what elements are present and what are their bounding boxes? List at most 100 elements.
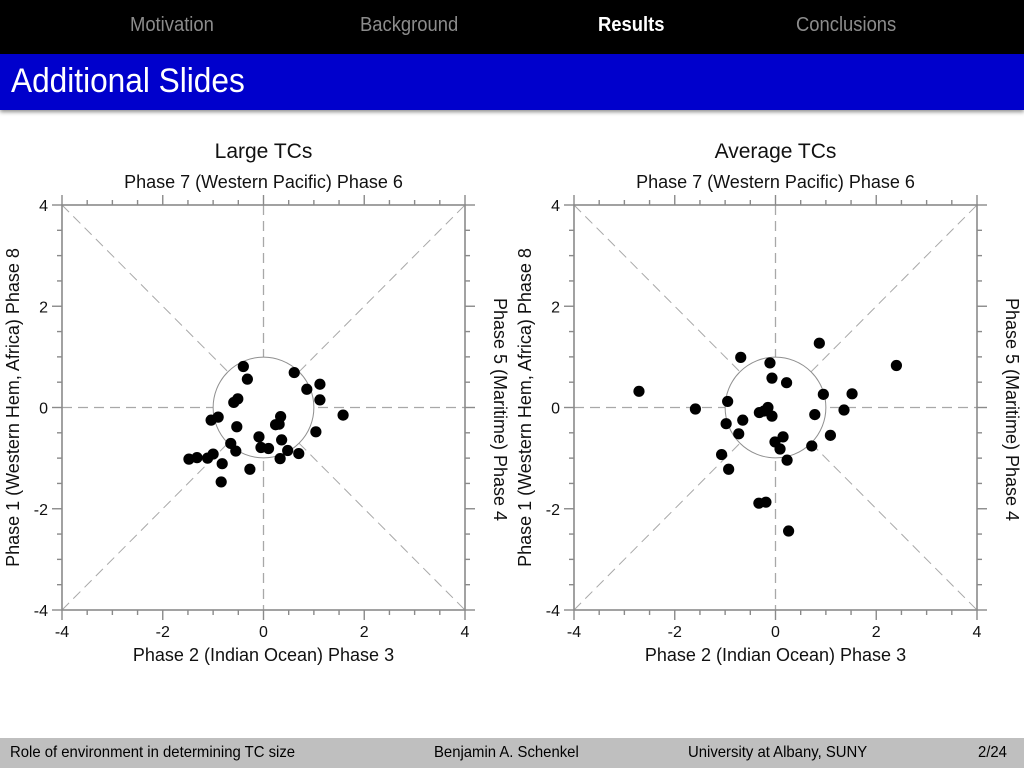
data-point — [781, 454, 793, 466]
x-tick-label: 0 — [771, 624, 780, 641]
chart-title: Large TCs — [215, 140, 313, 163]
data-point — [288, 366, 300, 379]
footer-page-number[interactable]: 2/24 — [978, 744, 1007, 761]
large-tcs-phase-diagram: -4 -2 0 2 4 -4 -2 0 2 4 Large TCs Phase 7 (Western … — [3, 140, 510, 665]
x-tick-label: -4 — [55, 624, 69, 641]
data-point — [824, 429, 837, 441]
nav-item-motivation[interactable]: Motivation — [130, 14, 214, 36]
data-point — [720, 418, 732, 430]
frame-title: Additional Slides — [11, 62, 245, 100]
nav-item-results[interactable]: Results — [598, 14, 665, 36]
data-point — [269, 419, 282, 431]
x-tick-label: 2 — [872, 624, 881, 641]
data-point — [228, 396, 240, 409]
y-tick-label: 4 — [39, 198, 48, 215]
diagonal-line-phase-1-2 — [61, 442, 229, 611]
data-point — [314, 394, 326, 406]
data-point — [813, 337, 825, 349]
diagonal-line-phase-5-6 — [298, 204, 466, 373]
data-point — [216, 458, 228, 470]
data-point — [846, 388, 858, 400]
data-point — [230, 445, 242, 457]
chart-title: Average TCs — [715, 140, 837, 163]
data-point — [890, 359, 903, 372]
diagonal-line-phase-5-6 — [810, 204, 978, 373]
data-point — [237, 360, 249, 373]
right-axis-label: Phase 5 (Maritime) Phase 4 — [490, 298, 510, 521]
x-tick-label: 0 — [259, 624, 268, 641]
data-point — [715, 448, 728, 461]
data-point — [838, 404, 850, 416]
footer-institution: University at Albany, SUNY — [688, 744, 868, 761]
nav-item-conclusions[interactable]: Conclusions — [796, 14, 897, 36]
data-point — [276, 434, 288, 446]
data-point — [293, 447, 305, 460]
data-point — [241, 373, 253, 385]
y-tick-label: -4 — [34, 603, 48, 620]
data-point — [733, 428, 745, 440]
right-axis-label: Phase 5 (Maritime) Phase 4 — [1002, 298, 1022, 521]
top-axis-label: Phase 7 (Western Pacific) Phase 6 — [636, 172, 915, 192]
x-tick-label: -2 — [668, 624, 682, 641]
y-tick-label: -2 — [34, 502, 48, 519]
x-tick-label: -2 — [156, 624, 170, 641]
data-point — [737, 414, 749, 426]
y-tick-label: 2 — [551, 299, 560, 316]
data-point — [817, 388, 829, 400]
data-point — [310, 426, 322, 438]
data-point — [723, 463, 735, 475]
y-tick-label: 0 — [551, 401, 560, 418]
y-axis-label: Phase 1 (Western Hem, Africa) Phase 8 — [515, 248, 535, 567]
data-point — [205, 414, 217, 426]
y-tick-label: -2 — [546, 502, 560, 519]
data-point — [782, 525, 795, 537]
data-point — [337, 409, 349, 421]
x-tick-label: -4 — [567, 624, 581, 641]
unit-amplitude-circle — [212, 356, 315, 459]
x-tick-label: 2 — [360, 624, 369, 641]
top-axis-label: Phase 7 (Western Pacific) Phase 6 — [124, 172, 403, 192]
data-point — [766, 372, 778, 384]
footer-talk-title: Role of environment in determining TC si… — [10, 744, 296, 761]
x-tick-label: 4 — [461, 624, 470, 641]
data-point — [244, 463, 256, 475]
y-tick-label: -4 — [546, 603, 560, 620]
section-navigation-bar: Motivation Background Results Conclusion… — [0, 0, 1024, 54]
data-point — [689, 403, 702, 415]
data-point — [282, 444, 294, 457]
frame-title-bar: Additional Slides — [0, 54, 1024, 110]
data-point — [809, 408, 821, 421]
data-point — [777, 431, 789, 443]
data-point — [722, 395, 734, 408]
y-tick-label: 2 — [39, 299, 48, 316]
data-point — [215, 476, 227, 488]
footer-bar: Role of environment in determining TC si… — [0, 738, 1024, 768]
data-point — [262, 442, 275, 455]
average-tcs-phase-diagram: -4 -2 0 2 4 -4 -2 0 2 4 Average TCs Phase 7 (Wester… — [515, 140, 1022, 665]
x-axis-label: Phase 2 (Indian Ocean) Phase 3 — [645, 645, 906, 665]
y-tick-label: 4 — [551, 198, 560, 215]
data-point — [766, 410, 778, 422]
diagonal-line-phase-7-8 — [573, 204, 741, 373]
data-point — [760, 496, 772, 508]
data-point — [758, 405, 770, 417]
footer-author: Benjamin A. Schenkel — [434, 744, 579, 761]
data-point — [774, 443, 786, 455]
y-tick-label: 0 — [39, 401, 48, 418]
diagonal-line-phase-3-4 — [810, 442, 978, 611]
data-point — [253, 431, 265, 443]
data-point — [780, 377, 793, 389]
data-point — [274, 453, 286, 465]
data-point — [735, 351, 747, 363]
x-axis-label: Phase 2 (Indian Ocean) Phase 3 — [133, 645, 394, 665]
data-point — [201, 452, 214, 464]
x-tick-label: 4 — [973, 624, 982, 641]
phase-diagrams: -4 -2 0 2 4 -4 -2 0 2 4 Large TCs Phase 7 (Western … — [3, 140, 1022, 665]
data-point — [183, 453, 195, 465]
nav-item-background[interactable]: Background — [360, 14, 459, 36]
diagonal-line-phase-1-2 — [573, 442, 741, 611]
diagonal-line-phase-7-8 — [61, 204, 229, 373]
data-point — [633, 385, 645, 397]
data-point — [314, 378, 326, 390]
unit-amplitude-circle — [724, 356, 827, 459]
